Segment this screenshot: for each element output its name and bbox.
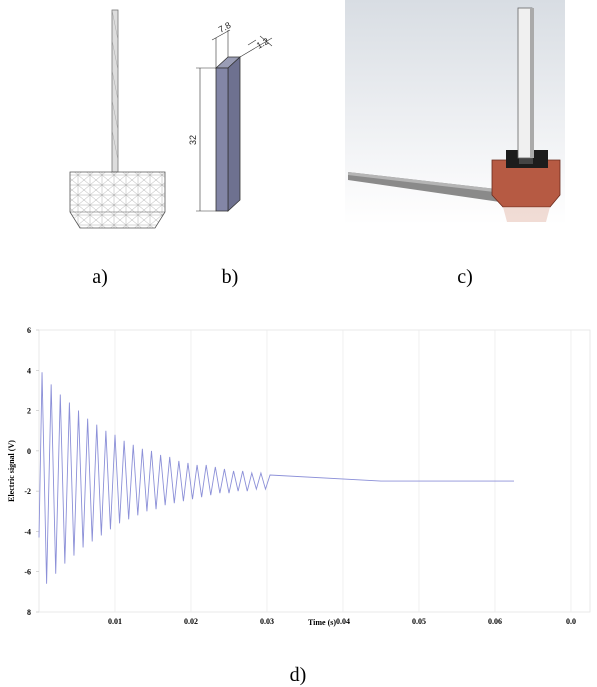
- panel-label: b): [222, 266, 239, 288]
- y-tick-label: -4: [24, 527, 31, 536]
- x-axis-label: Time (s): [308, 618, 336, 627]
- dimension-width: 7.8: [217, 20, 233, 35]
- chart: 6 4 2 0 -2 -4 -6 8 0.01 0.02 0.03 0.04 0.05 0.06 0.0: [24, 326, 590, 626]
- x-tick-label: 0.0: [566, 617, 576, 626]
- y-tick-label: -6: [24, 568, 31, 577]
- x-tick-label: 0.01: [108, 617, 122, 626]
- panel-label: d): [290, 664, 307, 686]
- plot-frame: [39, 330, 590, 612]
- mesh-model: [70, 10, 165, 228]
- dimension-height: 32: [188, 135, 198, 145]
- x-tick-label: 0.05: [412, 617, 426, 626]
- figure: a) 7.8 1.2 32 b) c) 6 4 2 0 -2 -4 -6 8 0.01 0.02 0…: [0, 0, 597, 687]
- y-tick-label: 4: [27, 366, 31, 375]
- x-tick-label: 0.04: [336, 617, 350, 626]
- panel-label: c): [457, 266, 473, 288]
- y-axis-label: Electric signal (V): [7, 440, 16, 502]
- x-tick-label: 0.03: [260, 617, 274, 626]
- y-tick-label: 6: [27, 326, 31, 335]
- y-tick-label: 0: [27, 447, 31, 456]
- dimension-thickness: 1.2: [255, 36, 271, 51]
- panel-label: a): [92, 266, 108, 288]
- signal-line: [39, 372, 514, 584]
- plate-drawing: [196, 30, 272, 211]
- render-3d: [345, 0, 565, 225]
- y-tick-label: 2: [27, 407, 31, 416]
- y-tick-label: -2: [24, 487, 31, 496]
- x-tick-label: 0.06: [488, 617, 502, 626]
- y-tick-label: 8: [27, 608, 31, 617]
- x-tick-label: 0.02: [184, 617, 198, 626]
